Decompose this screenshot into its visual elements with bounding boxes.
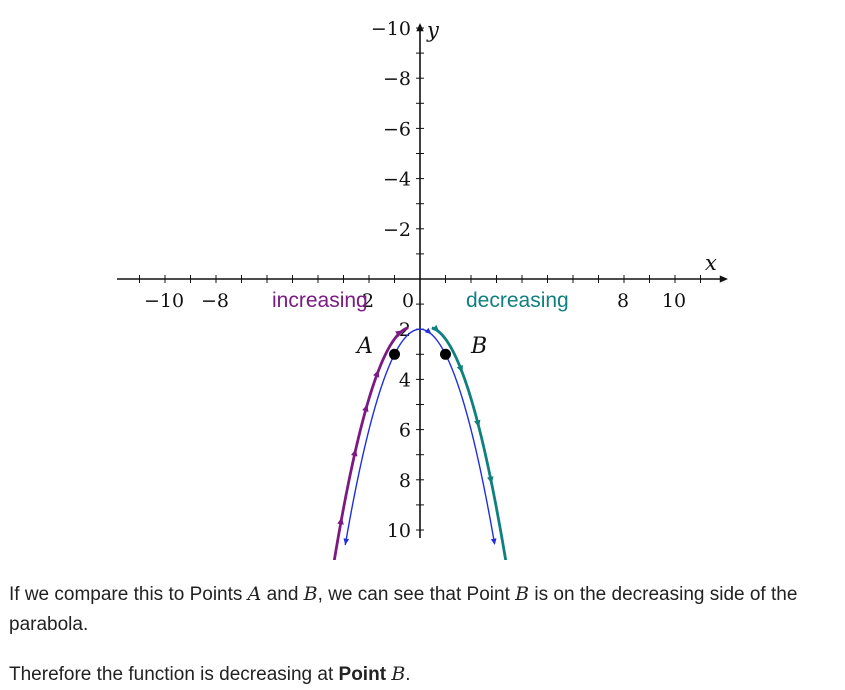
- y-tick-label: 8: [399, 470, 411, 492]
- point-b-label: B: [470, 334, 487, 359]
- increasing-guide-line: [332, 326, 409, 560]
- parabola-end-arrow: [490, 538, 497, 546]
- x-axis-arrow: [719, 275, 728, 283]
- y-tick-label: −6: [383, 118, 411, 140]
- x-tick-label: −10: [144, 290, 184, 312]
- x-tick-label: 10: [662, 290, 686, 312]
- decreasing-arrow: [474, 419, 481, 428]
- y-axis-label: y: [426, 18, 440, 42]
- decreasing-arrow: [456, 364, 463, 373]
- x-tick-label: 8: [617, 290, 629, 312]
- math-point-b: B: [515, 583, 530, 605]
- point-b-marker: [440, 348, 451, 360]
- text-span: , we can see that Point: [317, 584, 516, 605]
- conclusion-paragraph: Therefore the function is decreasing at …: [9, 659, 829, 690]
- y-tick-label: 10: [387, 520, 411, 542]
- decreasing-guide-line: [431, 326, 508, 560]
- text-span: .: [405, 664, 411, 685]
- y-tick-label: −4: [383, 169, 411, 191]
- math-point-a: A: [247, 583, 262, 605]
- decreasing-arrow: [431, 324, 440, 333]
- increasing-label: increasing: [272, 289, 368, 312]
- bold-point-word: Point: [338, 664, 387, 685]
- decreasing-label: decreasing: [466, 289, 569, 312]
- increasing-arrow: [351, 448, 358, 457]
- parabola-end-arrow: [343, 538, 350, 546]
- point-a-marker: [389, 348, 400, 360]
- y-tick-label: 6: [399, 420, 411, 442]
- text-span: is on the decreasing side of the parabol…: [9, 584, 798, 635]
- math-point-b: B: [391, 663, 406, 685]
- increasing-arrow: [395, 330, 404, 337]
- increasing-arrow: [362, 404, 369, 412]
- y-tick-label: −8: [383, 68, 411, 90]
- vertex-direction-arrow: [424, 327, 432, 335]
- y-tick-label: −2: [383, 219, 411, 241]
- text-span: Therefore the function is decreasing at: [9, 664, 339, 685]
- explanation-paragraph: If we compare this to Points A and B, we…: [9, 579, 829, 640]
- x-tick-label: 0: [402, 290, 414, 312]
- text-span: If we compare this to Points: [9, 584, 248, 605]
- y-tick-label: −10: [371, 18, 411, 40]
- y-tick-label: 4: [399, 369, 411, 391]
- x-axis-label: x: [705, 251, 717, 275]
- x-tick-label: 2: [362, 290, 374, 312]
- text-span: and: [261, 584, 304, 605]
- point-a-label: A: [355, 334, 373, 359]
- y-axis-arrow: [416, 23, 424, 32]
- x-tick-label: −8: [201, 290, 229, 312]
- parabola-curve: [344, 328, 495, 546]
- increasing-arrow: [337, 517, 344, 525]
- math-point-b: B: [303, 583, 318, 605]
- increasing-arrow: [373, 369, 380, 378]
- decreasing-arrow: [487, 476, 494, 485]
